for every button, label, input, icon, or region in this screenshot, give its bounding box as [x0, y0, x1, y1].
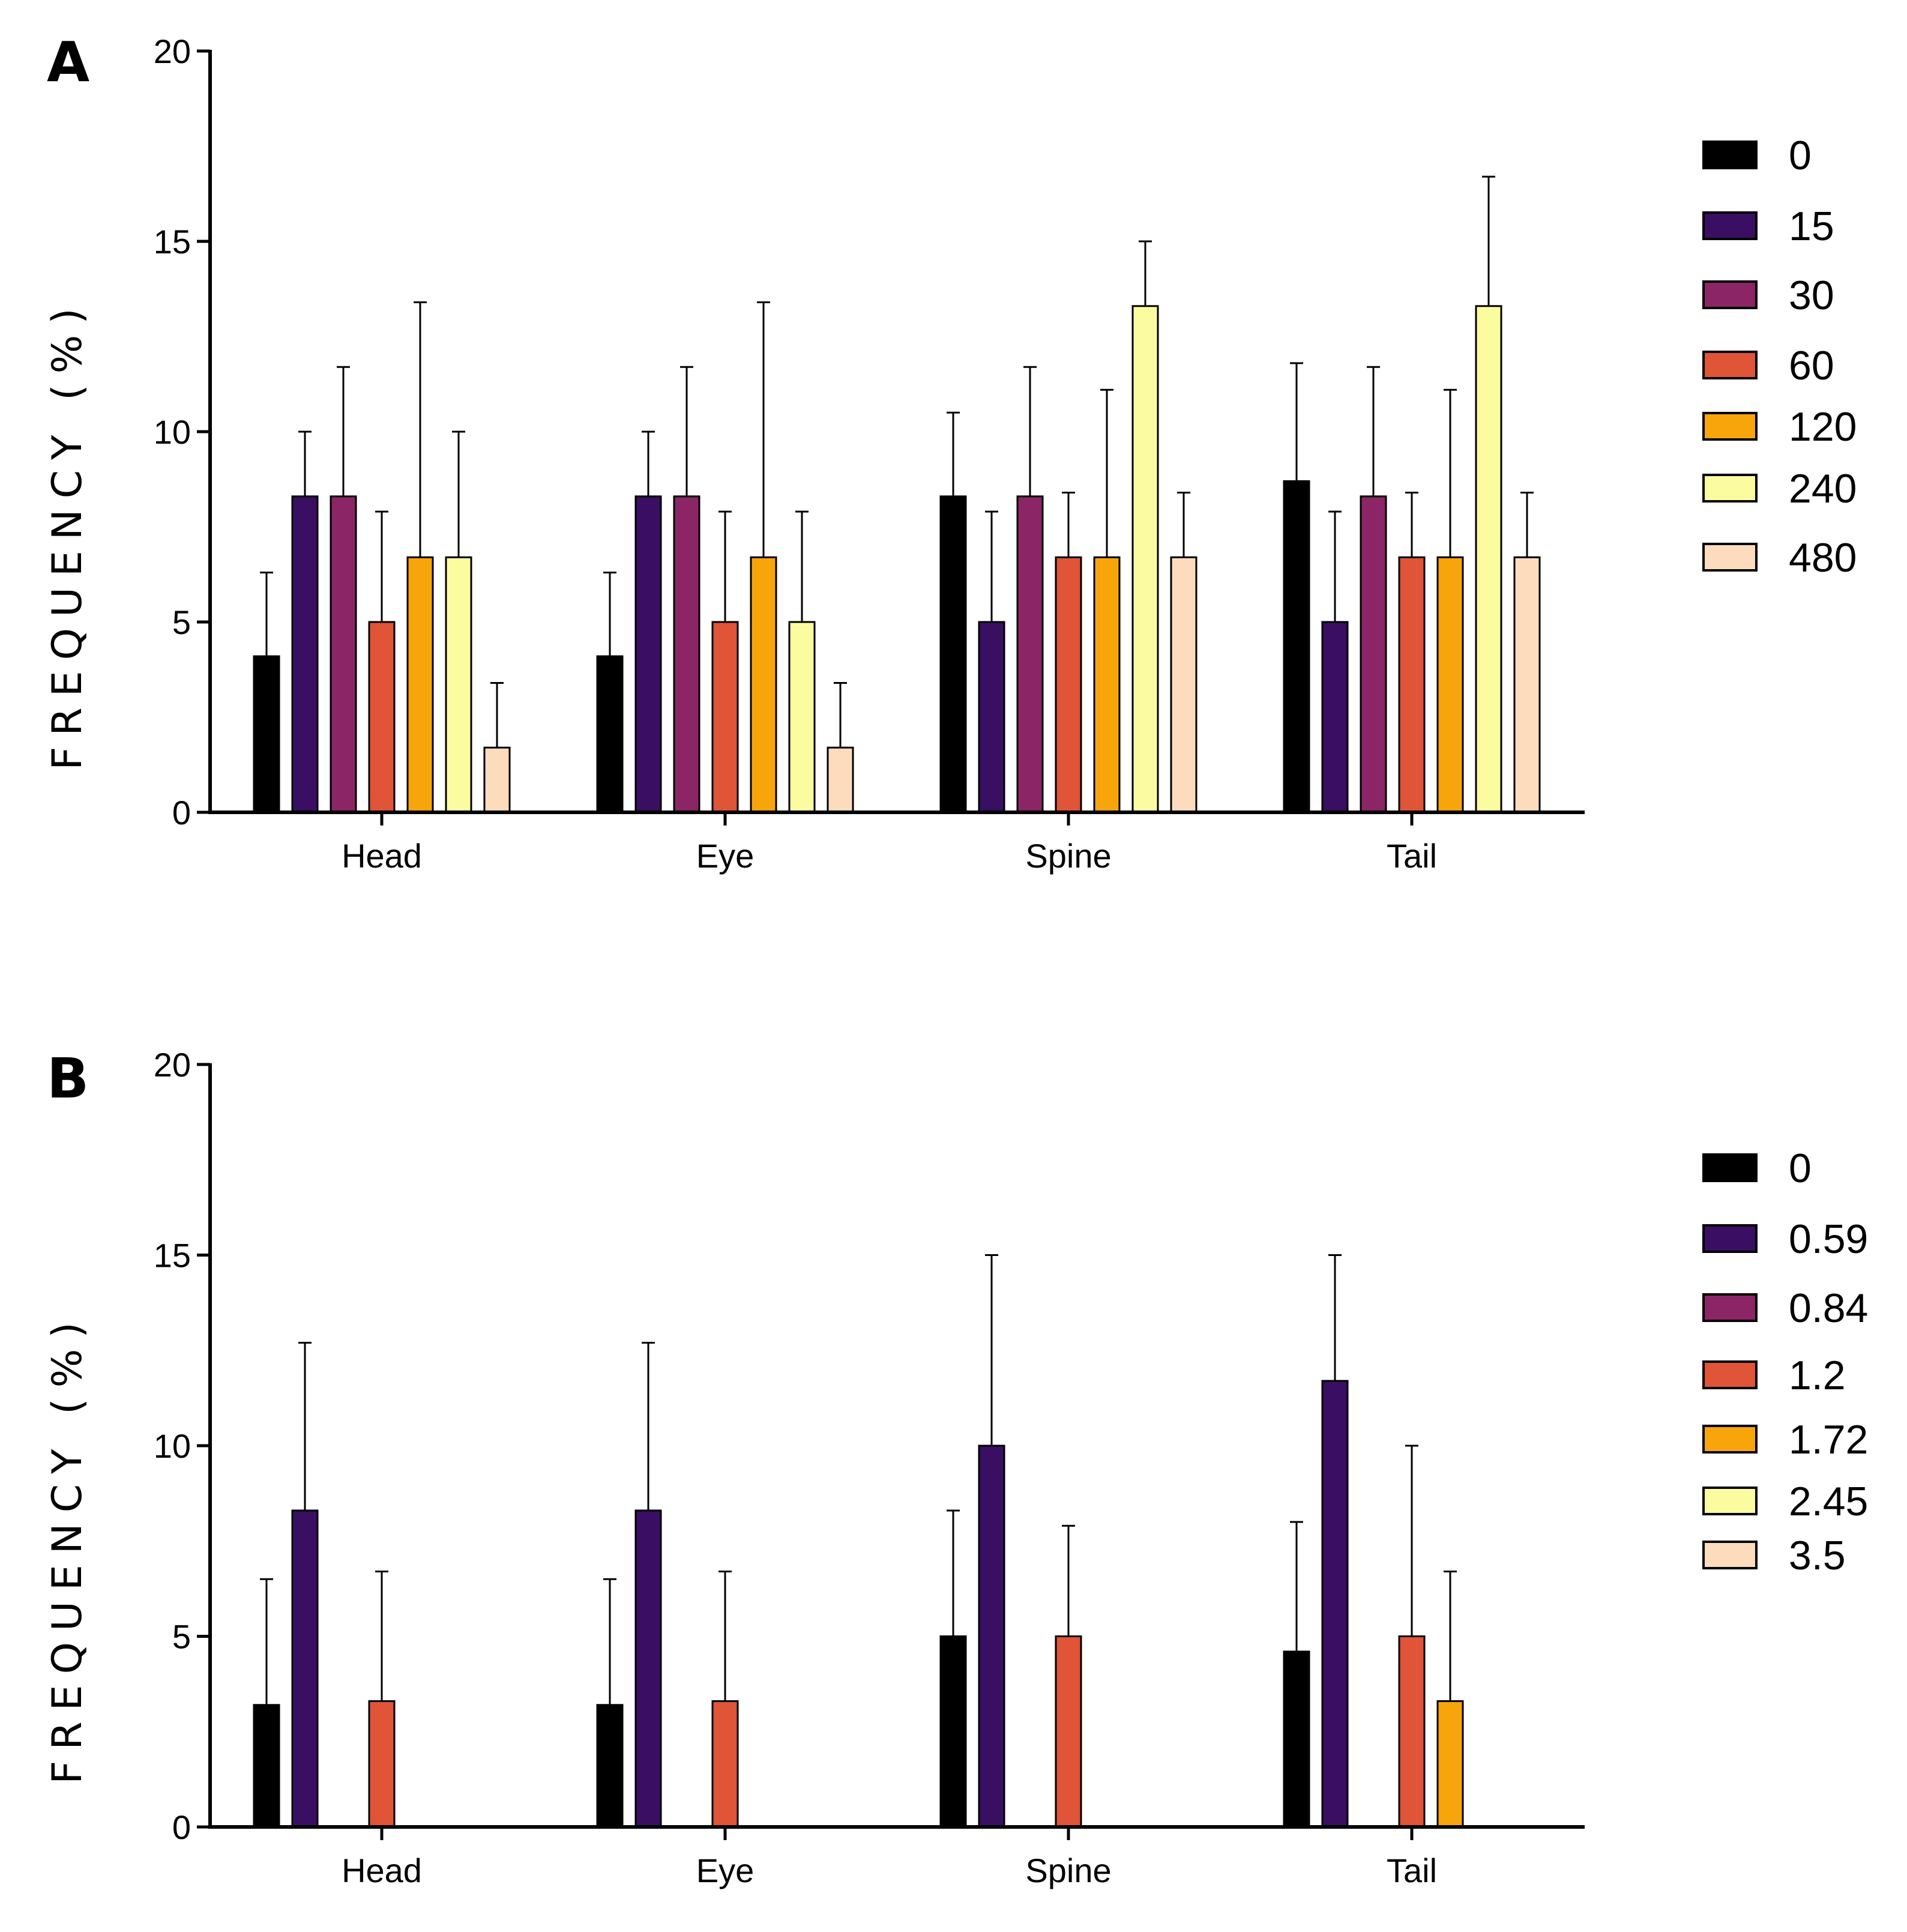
legend: 0 0.59 0.84 1.2 1.72 2.45 3.5	[1702, 1146, 1868, 1578]
legend-label: 15	[1789, 204, 1834, 249]
chart-panel-a: A FREQUENCY (%) 0 5 10 15 20 Head Eye Spine Tail 0 1…	[44, 30, 1857, 875]
bar-spine-240	[1131, 305, 1159, 814]
bar-spine-15	[978, 621, 1005, 814]
bar-head-30	[330, 495, 357, 814]
bar-eye-0	[596, 655, 624, 814]
bar-spine-1.2	[1055, 1635, 1082, 1828]
bar-eye-0.59	[634, 1509, 662, 1828]
panel-label: B	[47, 1046, 89, 1111]
legend-label: 3.5	[1789, 1533, 1846, 1578]
bar-spine-0.59	[978, 1444, 1005, 1828]
y-tick-label: 0	[172, 1808, 191, 1846]
bar-tail-15	[1321, 621, 1349, 814]
y-tick-label: 15	[154, 223, 191, 261]
bar-tail-1.72	[1436, 1700, 1464, 1828]
x-tick-label: Spine	[1025, 1852, 1111, 1889]
x-tick-label: Spine	[1025, 837, 1111, 875]
bar-eye-30	[673, 495, 700, 814]
y-tick-label: 10	[154, 413, 191, 451]
legend-label: 1.2	[1789, 1353, 1846, 1398]
x-tick-label: Head	[342, 1852, 422, 1889]
bar-tail-0	[1283, 1650, 1310, 1828]
legend-label: 0.59	[1789, 1216, 1868, 1262]
legend-swatch	[1702, 1153, 1758, 1182]
legend-swatch	[1702, 1224, 1758, 1253]
bar-head-0	[253, 1704, 280, 1828]
legend-swatch	[1702, 211, 1758, 240]
bar-eye-480	[827, 746, 854, 814]
bar-eye-60	[711, 621, 739, 814]
y-tick-label: 5	[172, 603, 191, 641]
x-tick-label: Eye	[696, 837, 755, 875]
legend-swatch	[1702, 1360, 1758, 1389]
legend-label: 240	[1789, 466, 1857, 512]
bar-spine-30	[1016, 495, 1044, 814]
bar-head-240	[445, 556, 472, 814]
legend-swatch	[1702, 1425, 1758, 1454]
bar-tail-0	[1283, 480, 1310, 814]
bar-tail-30	[1360, 495, 1387, 814]
legend-label: 30	[1789, 273, 1834, 318]
bar-eye-15	[634, 495, 662, 814]
bar-eye-240	[788, 621, 816, 814]
panel-label: A	[47, 30, 89, 94]
bar-head-120	[406, 556, 434, 814]
legend-swatch	[1702, 543, 1758, 572]
bar-head-15	[291, 495, 319, 814]
bar-head-60	[368, 621, 396, 814]
y-tick-label: 5	[172, 1618, 191, 1656]
bar-head-1.2	[368, 1700, 396, 1828]
bar-head-0	[253, 655, 280, 814]
legend-label: 60	[1789, 343, 1834, 388]
legend: 0 15 30 60 120 240 480	[1702, 133, 1857, 581]
bar-eye-1.2	[711, 1700, 739, 1828]
legend-label: 2.45	[1789, 1479, 1868, 1524]
legend-label: 480	[1789, 535, 1857, 581]
legend-swatch	[1702, 1293, 1758, 1322]
bar-tail-60	[1398, 556, 1426, 814]
bar-head-480	[483, 746, 511, 814]
bar-spine-0	[939, 495, 967, 814]
legend-swatch	[1702, 140, 1758, 169]
y-tick-label: 0	[172, 794, 191, 832]
legend-label: 0	[1789, 133, 1812, 178]
x-tick-label: Head	[342, 837, 422, 875]
x-tick-label: Tail	[1387, 837, 1437, 875]
x-tick-label: Eye	[696, 1852, 755, 1889]
bar-spine-0	[939, 1635, 967, 1828]
bar-eye-0	[596, 1704, 624, 1828]
bar-tail-1.2	[1398, 1635, 1426, 1828]
bar-spine-480	[1170, 556, 1198, 814]
y-tick-label: 10	[154, 1427, 191, 1465]
legend-swatch	[1702, 280, 1758, 309]
y-tick-label: 20	[154, 1046, 191, 1084]
legend-swatch	[1702, 1487, 1758, 1515]
bar-tail-480	[1513, 556, 1541, 814]
y-tick-label: 20	[154, 32, 191, 70]
bar-spine-60	[1055, 556, 1082, 814]
x-tick-label: Tail	[1387, 1852, 1437, 1889]
y-tick-label: 15	[154, 1237, 191, 1275]
y-axis-label: FREQUENCY (%)	[44, 1311, 91, 1784]
y-axis-label: FREQUENCY (%)	[44, 297, 91, 770]
legend-swatch	[1702, 1541, 1758, 1569]
legend-label: 0.84	[1789, 1285, 1868, 1331]
bar-head-0.59	[291, 1509, 319, 1828]
legend-label: 120	[1789, 404, 1857, 450]
legend-swatch	[1702, 474, 1758, 503]
bar-spine-120	[1093, 556, 1121, 814]
bar-tail-0.59	[1321, 1380, 1349, 1828]
bar-tail-240	[1475, 305, 1502, 814]
legend-swatch	[1702, 412, 1758, 441]
legend-label: 0	[1789, 1146, 1812, 1191]
bar-tail-120	[1436, 556, 1464, 814]
legend-label: 1.72	[1789, 1417, 1868, 1463]
legend-swatch	[1702, 351, 1758, 379]
bar-eye-120	[750, 556, 777, 814]
